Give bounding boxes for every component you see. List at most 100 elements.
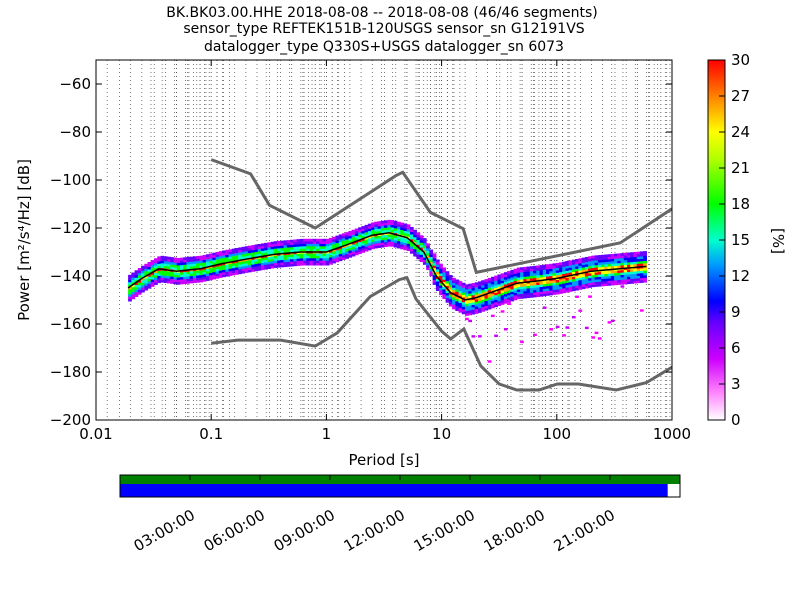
heatmap-cell [584,280,589,284]
heatmap-cell [435,271,440,275]
heatmap-cell [141,287,145,291]
heatmap-cell [442,267,447,271]
heatmap-cell [322,241,327,244]
heatmap-cell [416,251,421,255]
heatmap-cell [601,261,605,265]
heatmap-cell [568,277,573,280]
heatmap-cell [497,300,502,304]
heatmap-cell [500,299,505,303]
heatmap-cell [523,271,528,275]
heatmap-cell [322,262,327,266]
heatmap-cell [238,261,242,265]
psd-coverage-bar [120,484,668,497]
heatmap-cell [526,271,531,275]
heatmap-cell [507,299,511,303]
heatmap-cell [533,287,537,291]
heatmap-cell [209,255,213,259]
heatmap-cell [490,281,495,285]
heatmap-cell [228,254,233,257]
heatmap-cell [238,271,242,275]
heatmap-cell [500,278,505,281]
heatmap-cell [552,268,557,271]
heatmap-cell [601,264,605,268]
heatmap-cell [461,282,466,286]
heatmap-cell [192,258,197,262]
heatmap-cell [154,267,158,271]
heatmap-cell [542,281,547,285]
heatmap-cell [490,293,495,297]
heatmap-cell [588,258,592,262]
heatmap-cell [173,262,178,266]
heatmap-cell [419,254,424,258]
heatmap-cell [244,265,249,269]
heatmap-cell [601,273,605,277]
heatmap-cell [562,266,566,270]
heatmap-cell [358,241,362,245]
heatmap-cell [439,278,443,281]
heatmap-cell [558,267,563,270]
heatmap-cell [154,258,158,261]
heatmap-cell [371,222,375,226]
heatmap-cell [374,238,379,242]
heatmap-cell [283,240,288,244]
heatmap-cell [571,283,576,287]
heatmap-cell [432,274,437,278]
heatmap-cell [176,267,181,271]
heatmap-cell [565,263,570,267]
heatmap-cell [468,302,473,306]
heatmap-cell [364,246,369,250]
heatmap-cell [134,282,139,285]
heatmap-cell [471,290,476,293]
heatmap-cell [487,287,492,291]
heatmap-cell [526,273,531,277]
heatmap-cell [477,281,482,285]
heatmap-cell [128,284,132,288]
heatmap-cell [319,255,323,259]
x-tick-label: 1000 [653,425,691,443]
heatmap-cell [607,321,612,324]
heatmap-cell [571,276,576,280]
heatmap-cell [549,263,553,267]
heatmap-cell [490,303,495,306]
heatmap-cell [536,287,541,290]
heatmap-cell [154,270,158,273]
heatmap-cell [507,283,511,286]
heatmap-cell [507,287,511,291]
colorbar-tick-label: 3 [731,375,741,393]
heatmap-cell [578,258,583,262]
colorbar-tick-label: 6 [731,339,741,357]
heatmap-cell [474,306,479,310]
heatmap-cell [597,283,602,287]
heatmap-cell [500,280,505,284]
heatmap-cell [163,280,168,283]
heatmap-cell [345,236,349,240]
heatmap-cell [526,283,531,287]
heatmap-cell [484,293,489,297]
heatmap-cell [374,224,379,227]
heatmap-cell [235,264,239,268]
heatmap-cell [160,272,165,276]
heatmap-cell [251,266,255,270]
heatmap-cell [186,276,191,279]
heatmap-cell [348,242,353,246]
heatmap-cell [604,259,609,262]
heatmap-cell [494,290,498,293]
heatmap-cell [413,251,417,255]
heatmap-cell [633,280,638,284]
heatmap-cell [481,280,485,283]
heatmap-cell [309,248,314,252]
heatmap-cell [384,229,388,233]
heatmap-cell [426,252,430,256]
heatmap-cell [134,270,139,273]
heatmap-cell [367,240,372,244]
heatmap-cell [546,285,550,289]
heatmap-cell [565,265,570,269]
heatmap-cell [614,256,618,259]
heatmap-cell [594,272,599,275]
heatmap-cell [312,241,317,244]
heatmap-cell [202,274,207,277]
heatmap-cell [303,241,307,244]
heatmap-cell [442,289,447,292]
heatmap-cell [584,268,589,272]
heatmap-cell [445,271,450,274]
